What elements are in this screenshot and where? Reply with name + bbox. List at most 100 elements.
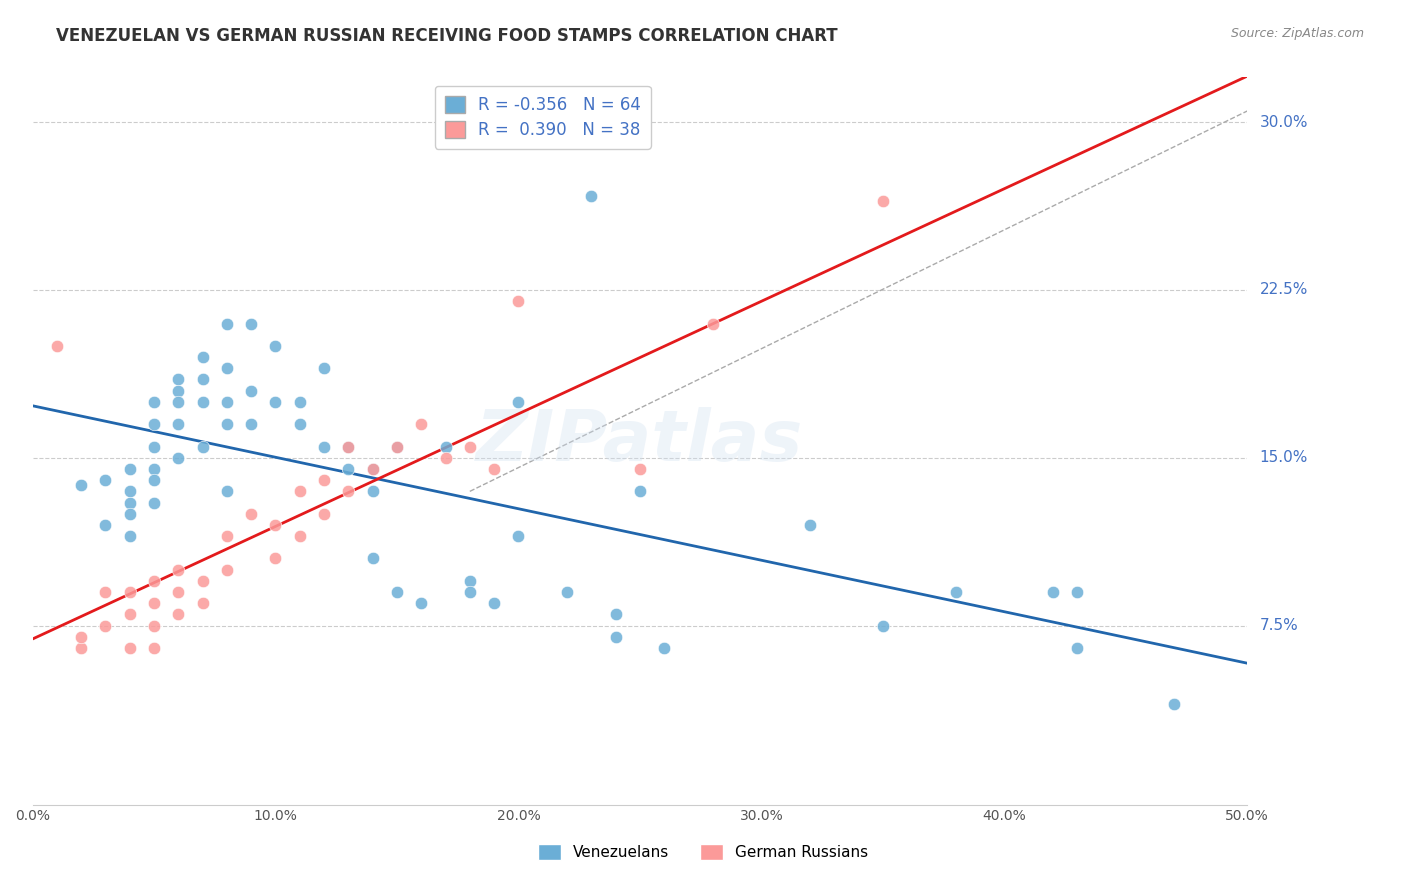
Point xyxy=(385,440,408,454)
Point xyxy=(1066,640,1088,655)
Point xyxy=(191,372,214,386)
Point xyxy=(628,462,651,476)
Point xyxy=(191,596,214,610)
Point xyxy=(118,640,141,655)
Point xyxy=(361,484,384,499)
Point xyxy=(167,372,190,386)
Point xyxy=(167,384,190,398)
Point xyxy=(215,563,238,577)
Point xyxy=(605,630,627,644)
Point xyxy=(94,473,117,487)
Point xyxy=(361,462,384,476)
Point xyxy=(312,473,335,487)
Point xyxy=(70,630,93,644)
Point xyxy=(215,395,238,409)
Point xyxy=(143,473,166,487)
Point xyxy=(288,529,311,543)
Point xyxy=(1066,585,1088,599)
Point xyxy=(215,529,238,543)
Point xyxy=(312,440,335,454)
Point xyxy=(411,417,433,432)
Point xyxy=(458,574,481,588)
Point xyxy=(191,574,214,588)
Point xyxy=(264,339,287,353)
Point xyxy=(337,440,360,454)
Point xyxy=(70,477,93,491)
Text: 22.5%: 22.5% xyxy=(1260,283,1308,298)
Point xyxy=(191,440,214,454)
Point xyxy=(167,563,190,577)
Point xyxy=(458,585,481,599)
Point xyxy=(143,596,166,610)
Legend: Venezuelans, German Russians: Venezuelans, German Russians xyxy=(531,838,875,866)
Point xyxy=(191,350,214,364)
Point xyxy=(1163,697,1185,711)
Point xyxy=(45,339,67,353)
Text: 30.0%: 30.0% xyxy=(1260,115,1308,129)
Point xyxy=(118,484,141,499)
Point xyxy=(361,551,384,566)
Point xyxy=(240,507,263,521)
Point xyxy=(288,484,311,499)
Point xyxy=(872,618,894,632)
Point xyxy=(167,395,190,409)
Point xyxy=(215,361,238,376)
Point xyxy=(361,462,384,476)
Point xyxy=(143,417,166,432)
Point xyxy=(581,189,603,203)
Point xyxy=(337,462,360,476)
Point xyxy=(215,417,238,432)
Point xyxy=(508,529,530,543)
Point xyxy=(411,596,433,610)
Point xyxy=(94,618,117,632)
Point xyxy=(288,417,311,432)
Point xyxy=(872,194,894,208)
Point xyxy=(143,440,166,454)
Text: VENEZUELAN VS GERMAN RUSSIAN RECEIVING FOOD STAMPS CORRELATION CHART: VENEZUELAN VS GERMAN RUSSIAN RECEIVING F… xyxy=(56,27,838,45)
Point xyxy=(167,417,190,432)
Point xyxy=(118,607,141,622)
Point xyxy=(94,517,117,532)
Point xyxy=(702,317,724,331)
Point xyxy=(945,585,967,599)
Text: 15.0%: 15.0% xyxy=(1260,450,1308,466)
Point xyxy=(264,395,287,409)
Point xyxy=(458,440,481,454)
Point xyxy=(118,529,141,543)
Point xyxy=(143,462,166,476)
Point xyxy=(337,440,360,454)
Point xyxy=(240,384,263,398)
Point xyxy=(240,417,263,432)
Point xyxy=(482,462,505,476)
Point xyxy=(434,440,457,454)
Point xyxy=(434,450,457,465)
Point xyxy=(118,507,141,521)
Point xyxy=(288,395,311,409)
Text: Source: ZipAtlas.com: Source: ZipAtlas.com xyxy=(1230,27,1364,40)
Point xyxy=(1042,585,1064,599)
Point xyxy=(94,585,117,599)
Point xyxy=(118,462,141,476)
Point xyxy=(337,484,360,499)
Point xyxy=(264,517,287,532)
Point xyxy=(482,596,505,610)
Point xyxy=(605,607,627,622)
Point xyxy=(143,618,166,632)
Point xyxy=(191,395,214,409)
Text: ZIPatlas: ZIPatlas xyxy=(477,407,804,475)
Point xyxy=(799,517,821,532)
Point xyxy=(312,507,335,521)
Point xyxy=(70,640,93,655)
Point xyxy=(118,585,141,599)
Point xyxy=(143,640,166,655)
Legend: R = -0.356   N = 64, R =  0.390   N = 38: R = -0.356 N = 64, R = 0.390 N = 38 xyxy=(434,86,651,149)
Point xyxy=(312,361,335,376)
Point xyxy=(143,495,166,509)
Point xyxy=(167,585,190,599)
Point xyxy=(167,450,190,465)
Point xyxy=(508,395,530,409)
Point xyxy=(143,574,166,588)
Point xyxy=(215,317,238,331)
Point xyxy=(555,585,578,599)
Point xyxy=(628,484,651,499)
